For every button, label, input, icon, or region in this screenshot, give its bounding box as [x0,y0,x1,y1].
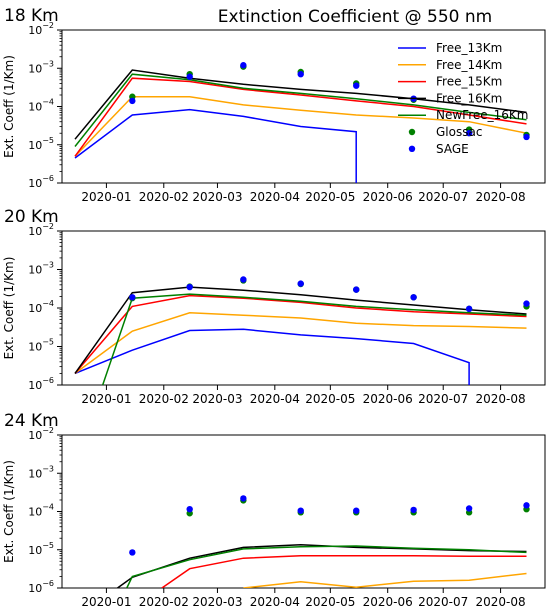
series-line-newfree-16km [101,293,527,385]
x-tick-label: 2020-01 [81,392,131,406]
series-line-free-14km [74,95,527,157]
y-tick-label: 10−4 [28,299,54,315]
y-tick-label: 10−6 [28,579,54,595]
x-tick-label: 2020-02 [139,190,189,204]
x-tick-label: 2020-06 [363,595,413,609]
data-point-sage [465,305,473,313]
data-point-sage [297,70,304,78]
data-point-sage [297,280,304,287]
y-tick-label: 10−4 [28,503,54,519]
panel-annotation: 24 Km [4,411,59,431]
legend-label-glossac: Glossac [436,125,482,139]
legend: Free_13Km Free_14Km Free_15Km Free_16Km NewF… [398,41,528,156]
data-point-sage [353,507,360,514]
x-tick-label: 2020-02 [139,595,189,609]
x-tick-label: 2020-08 [476,595,526,609]
data-point-sage [523,133,530,141]
data-point-sage [240,495,247,502]
x-tick-label: 2020-07 [418,392,468,406]
panel-annotation: 18 Km [4,6,59,26]
series-line-free-15km [74,77,527,157]
data-point-sage [523,502,530,509]
plot-frame [61,230,546,386]
legend-marker-glossac [408,128,416,136]
legend-label-sage: SAGE [436,142,469,156]
legend-label-free-14km: Free_14Km [436,58,502,72]
series-line-free-16km [117,544,527,588]
y-axis-label: Ext. Coeff (1/Km) [2,257,16,360]
x-tick-label: 2020-05 [305,190,355,204]
x-tick-label: 2020-08 [476,190,526,204]
data-point-sage [129,294,136,301]
y-tick-label: 10−5 [28,136,54,152]
y-tick-label: 10−5 [28,338,54,354]
x-tick-label: 2020-01 [81,595,131,609]
x-tick-label: 2020-06 [363,392,413,406]
data-point-sage [523,300,530,307]
data-point-sage [240,62,247,69]
x-tick-label: 2020-07 [418,595,468,609]
y-tick-label: 10−6 [28,174,54,190]
series-line-newfree-16km [74,73,527,147]
data-point-sage [465,130,473,137]
data-point-sage [410,294,417,301]
y-axis-label: Ext. Coeff (1/Km) [2,55,16,158]
y-axis-label: Ext. Coeff (1/Km) [2,460,16,563]
plot-area [74,62,530,183]
y-tick-label: 10−5 [28,541,54,557]
x-tick-label: 2020-05 [305,392,355,406]
series-line-newfree-16km [126,545,527,588]
data-point-sage [353,82,360,89]
x-tick-label: 2020-05 [305,595,355,609]
data-point-sage [186,73,193,80]
data-point-sage [186,283,193,291]
data-point-sage [410,506,417,514]
x-tick-label: 2020-04 [250,392,300,406]
data-point-sage [240,276,247,283]
legend-label-free-16km: Free_16Km [436,91,502,105]
legend-label-free-13km: Free_13Km [436,41,502,55]
data-point-sage [186,505,193,513]
data-point-sage [297,507,304,514]
plot-area [74,276,530,385]
legend-label-free-15km: Free_15Km [436,75,502,89]
legend-label-newfree-16km: NewFree_16Km [436,108,528,122]
y-tick-label: 10−4 [28,98,54,114]
data-point-sage [353,286,360,293]
chart-title: Extinction Coefficient @ 550 nm [218,7,492,27]
x-tick-label: 2020-04 [250,595,300,609]
y-tick-label: 10−6 [28,376,54,392]
plot-area [117,495,530,588]
x-tick-label: 2020-07 [418,190,468,204]
x-tick-label: 2020-03 [192,595,242,609]
x-tick-label: 2020-03 [192,392,242,406]
series-line-free-15km [74,294,527,374]
series-line-free-15km [161,554,527,588]
legend-marker-sage [408,145,416,152]
series-line-free-16km [74,286,527,374]
data-point-sage [465,505,473,512]
series-line-free-13km [74,328,470,385]
series-line-free-14km [74,312,527,375]
x-tick-label: 2020-01 [81,190,131,204]
panel-annotation: 20 Km [4,207,59,227]
data-point-sage [129,97,136,105]
x-tick-label: 2020-04 [250,190,300,204]
y-tick-label: 10−3 [28,464,54,480]
x-tick-label: 2020-02 [139,392,189,406]
x-tick-label: 2020-08 [476,392,526,406]
x-tick-label: 2020-06 [363,190,413,204]
y-tick-label: 10−3 [28,261,54,277]
series-line-free-16km [74,69,527,140]
data-point-sage [129,549,136,556]
series-line-free-13km [74,108,357,183]
series-line-free-14km [243,572,527,588]
x-tick-label: 2020-03 [192,190,242,204]
y-tick-label: 10−3 [28,59,54,75]
